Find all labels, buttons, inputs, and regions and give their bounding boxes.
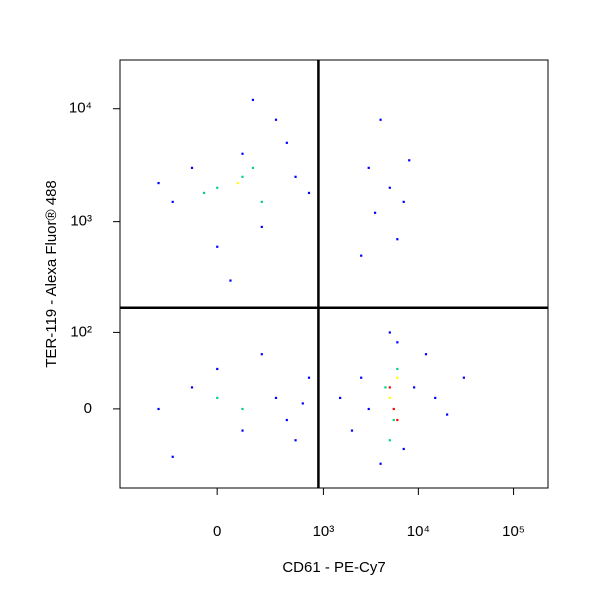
- event-dot: [260, 200, 263, 203]
- x-tick-label: 0: [213, 523, 221, 540]
- event-dot: [251, 98, 255, 101]
- event-dot: [388, 439, 391, 442]
- event-dot: [241, 175, 244, 178]
- event-dot: [396, 376, 399, 379]
- event-dot: [157, 181, 160, 185]
- event-dot: [402, 447, 405, 451]
- event-dot: [171, 455, 174, 458]
- event-dot: [190, 166, 194, 169]
- event-dot: [446, 413, 449, 416]
- event-dot: [367, 166, 370, 169]
- event-dot: [408, 159, 411, 162]
- event-dot: [307, 191, 311, 195]
- x-tick-label: 10⁵: [502, 523, 525, 540]
- event-dot: [396, 238, 399, 241]
- event-dot: [294, 175, 297, 178]
- event-dot: [216, 396, 219, 400]
- event-dot: [360, 254, 363, 257]
- event-dot: [216, 186, 219, 189]
- x-axis-label: CD61 - PE-Cy7: [282, 559, 385, 576]
- y-axis-label: TER-119 - Alexa Fluor® 488: [43, 180, 60, 368]
- event-dot: [388, 386, 391, 389]
- event-dot: [388, 331, 391, 334]
- event-dot: [388, 396, 391, 400]
- event-dot: [216, 367, 219, 371]
- event-dot: [274, 396, 278, 400]
- event-dot: [285, 141, 288, 144]
- event-dot: [396, 367, 399, 371]
- event-dot: [229, 279, 232, 282]
- event-dot: [236, 181, 239, 185]
- event-dot: [307, 376, 311, 379]
- event-dot: [388, 186, 391, 189]
- event-dot: [396, 341, 399, 344]
- event-dot: [157, 407, 160, 411]
- event-dot: [350, 429, 354, 432]
- event-dot: [274, 118, 278, 121]
- event-dot: [339, 396, 342, 400]
- event-dot: [373, 211, 377, 214]
- event-dot: [434, 396, 437, 400]
- event-dot: [384, 386, 387, 389]
- event-dot: [367, 407, 370, 411]
- event-dot: [260, 353, 263, 356]
- event-dot: [216, 245, 219, 248]
- event-dot: [424, 353, 428, 356]
- x-tick-label: 10³: [313, 523, 335, 540]
- event-dot: [360, 376, 363, 379]
- event-dot: [392, 418, 395, 422]
- event-dot: [190, 386, 194, 389]
- event-dot: [396, 418, 399, 422]
- event-dot: [379, 118, 382, 121]
- event-dot: [251, 166, 255, 169]
- event-dot: [241, 152, 244, 155]
- event-dot: [241, 407, 244, 411]
- event-dot: [413, 386, 416, 389]
- event-dot: [392, 407, 395, 411]
- y-tick-label: 10⁴: [69, 100, 92, 117]
- x-tick-label: 10⁴: [407, 523, 430, 540]
- y-tick-label: 10²: [70, 323, 92, 340]
- event-dot: [294, 439, 297, 442]
- event-dot: [241, 429, 244, 432]
- event-dot: [285, 418, 288, 422]
- event-dot: [171, 200, 174, 203]
- event-dot: [301, 402, 304, 405]
- y-tick-label: 10³: [70, 213, 92, 230]
- event-dot: [260, 225, 263, 229]
- event-dot: [402, 200, 405, 203]
- event-dot: [379, 462, 382, 465]
- y-tick-label: 0: [84, 400, 92, 417]
- event-dot: [202, 191, 206, 195]
- plot-frame: [119, 59, 549, 489]
- event-dot: [462, 376, 465, 379]
